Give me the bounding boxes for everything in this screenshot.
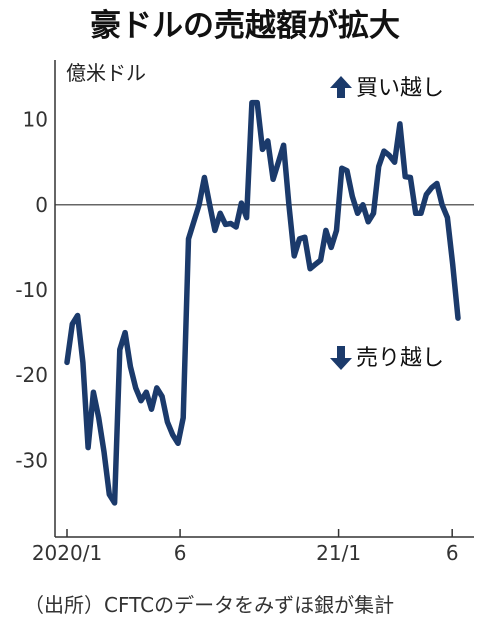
source-note: （出所）CFTCのデータをみずほ銀が集計 bbox=[24, 593, 394, 617]
x-tick-label: 21/1 bbox=[316, 541, 361, 565]
y-tick-label: -30 bbox=[15, 448, 48, 472]
y-tick-label: 10 bbox=[23, 108, 48, 132]
x-tick-label: 2020/1 bbox=[32, 541, 102, 565]
annotation-sell: 売り越し bbox=[330, 346, 444, 371]
series-line bbox=[64, 99, 461, 506]
arrow-down-icon bbox=[330, 346, 352, 370]
arrow-up-icon bbox=[330, 76, 352, 98]
annotation-buy: 買い越し bbox=[330, 76, 444, 101]
chart-title: 豪ドルの売越額が拡大 bbox=[90, 8, 400, 44]
x-tick-label: 6 bbox=[446, 541, 459, 565]
y-axis-ticks: 10 0 -10 -20 -30 bbox=[15, 108, 48, 473]
x-axis-ticks: 2020/1 6 21/1 6 bbox=[32, 529, 459, 565]
y-tick-label: 0 bbox=[35, 193, 48, 217]
annotation-sell-label: 売り越し bbox=[356, 346, 444, 371]
y-axis-unit: 億米ドル bbox=[66, 61, 146, 85]
y-tick-label: -20 bbox=[15, 363, 48, 387]
y-tick-label: -10 bbox=[15, 278, 48, 302]
x-tick-label: 6 bbox=[174, 541, 187, 565]
annotation-buy-label: 買い越し bbox=[356, 76, 444, 101]
